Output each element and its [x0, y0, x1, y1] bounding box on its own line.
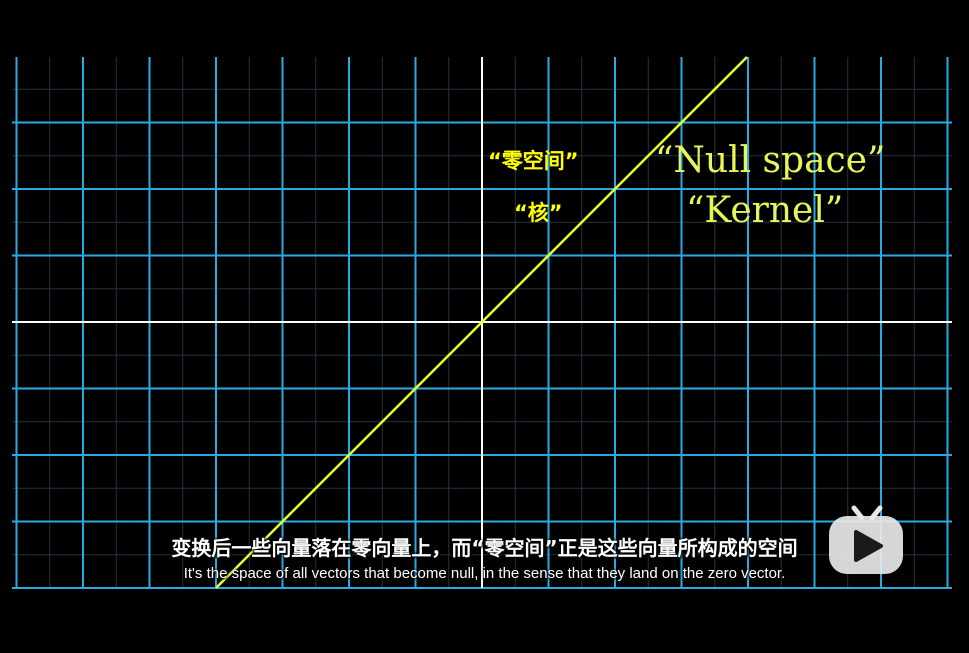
subtitle-english: It's the space of all vectors that becom…	[183, 565, 786, 582]
subtitle-chinese: 变换后一些向量落在零向量上，而“零空间”正是这些向量所构成的空间	[171, 536, 798, 560]
null-space-line	[215, 56, 748, 589]
null-space-label-en: “Null space”	[655, 140, 886, 181]
null-space-label-cn: “零空间”	[488, 149, 579, 173]
kernel-label-cn: “核”	[514, 201, 563, 225]
kernel-label-en: “Kernel”	[686, 190, 844, 231]
play-tv-icon	[829, 505, 903, 574]
